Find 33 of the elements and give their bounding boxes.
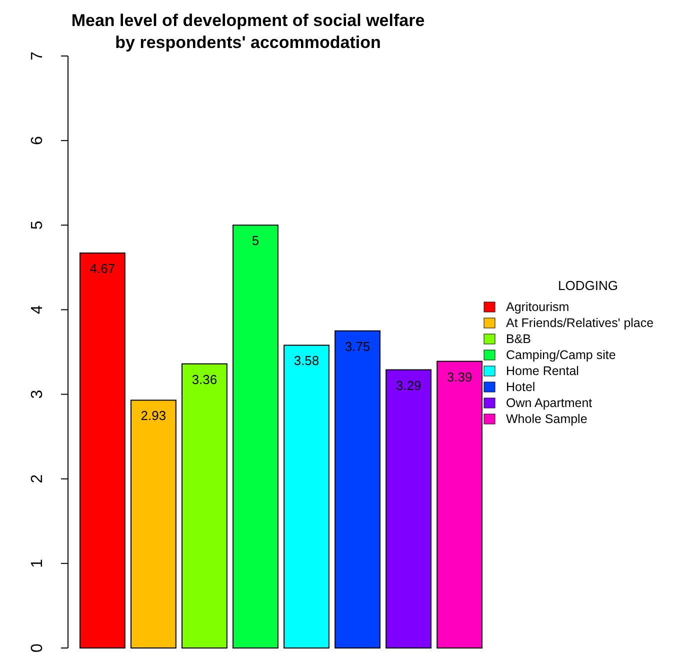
- chart-title: Mean level of development of social welfare by respondents' accommodation: [71, 11, 425, 52]
- data-label: 3.75: [344, 338, 370, 354]
- y-tick-label: 5: [29, 220, 46, 230]
- data-label: 3.58: [294, 353, 320, 368]
- legend-label: Home Rental: [506, 364, 579, 378]
- bar: [386, 369, 432, 648]
- bar: [334, 330, 380, 648]
- y-tick-label: 6: [29, 136, 46, 146]
- legend-label: Whole Sample: [506, 412, 588, 426]
- data-label: 3.29: [396, 378, 422, 393]
- legend-label: At Friends/Relatives' place: [506, 316, 654, 330]
- y-tick-label: 2: [29, 474, 46, 484]
- legend-label: Hotel: [506, 380, 536, 394]
- legend-label: B&B: [506, 332, 532, 346]
- legend-title: LODGING: [558, 278, 618, 293]
- y-tick-label: 0: [29, 643, 46, 652]
- data-label: 5: [252, 233, 260, 248]
- y-tick-label: 7: [29, 51, 46, 60]
- data-label: 4.67: [90, 261, 116, 276]
- bar: [284, 344, 330, 648]
- legend-label: Own Apartment: [506, 396, 593, 410]
- bar: [232, 224, 278, 648]
- data-label: 2.93: [140, 408, 166, 424]
- data-label: 3.36: [192, 372, 218, 387]
- bar: [182, 363, 228, 648]
- y-tick-label: 3: [29, 390, 46, 399]
- bar: [80, 252, 126, 648]
- bar: [130, 400, 176, 648]
- data-label: 3.39: [446, 369, 472, 384]
- legend-label: Camping/Camp site: [506, 348, 616, 362]
- y-tick-label: 4: [29, 305, 46, 314]
- legend-label: Agritourism: [506, 300, 570, 314]
- y-tick-label: 1: [29, 558, 46, 568]
